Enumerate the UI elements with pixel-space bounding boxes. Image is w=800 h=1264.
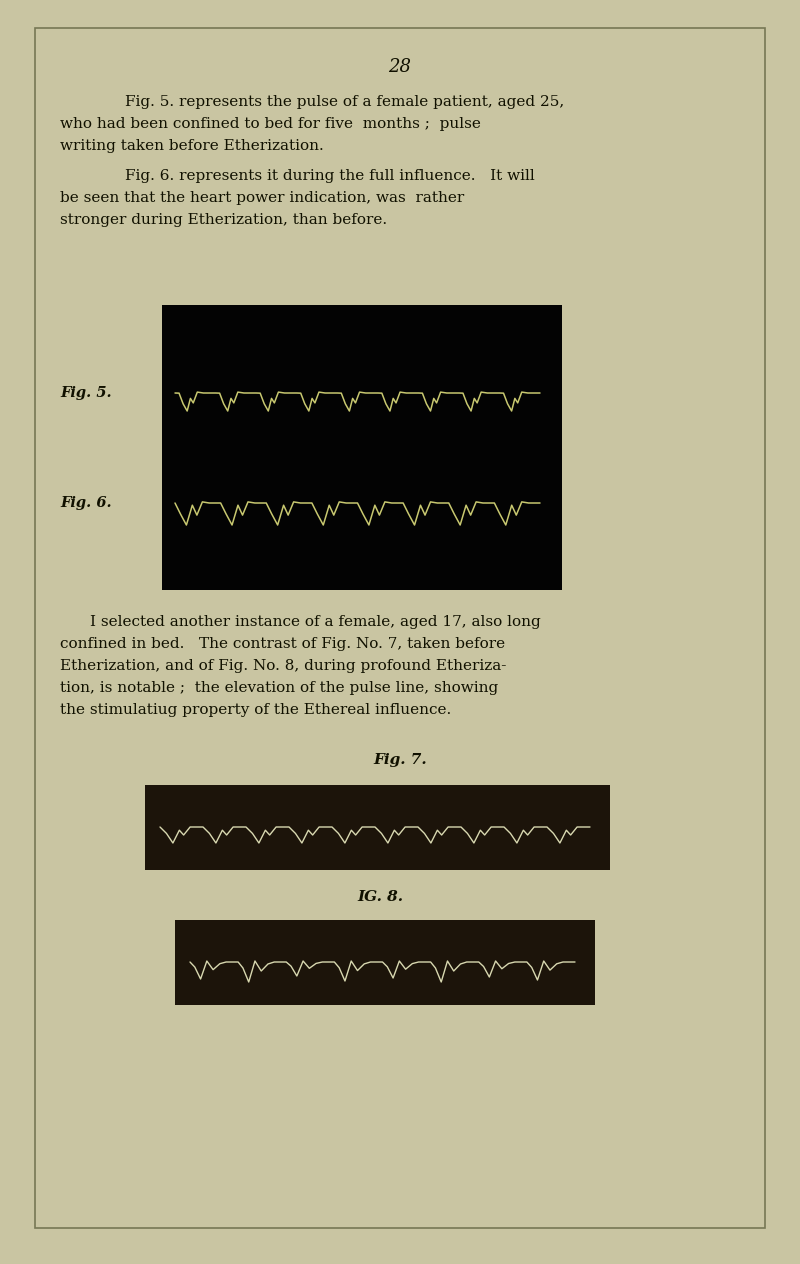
Bar bbox=[175, 920, 595, 1005]
Text: 28: 28 bbox=[389, 58, 411, 76]
Bar bbox=[162, 305, 562, 590]
Text: tion, is notable ;  the elevation of the pulse line, showing: tion, is notable ; the elevation of the … bbox=[60, 681, 498, 695]
Text: Fig. 5.: Fig. 5. bbox=[60, 386, 112, 399]
Text: be seen that the heart power indication, was  rather: be seen that the heart power indication,… bbox=[60, 191, 464, 205]
Text: Fig. 6.: Fig. 6. bbox=[60, 495, 112, 509]
Text: who had been confined to bed for five  months ;  pulse: who had been confined to bed for five mo… bbox=[60, 118, 481, 131]
Text: Fig. 7.: Fig. 7. bbox=[373, 753, 427, 767]
Bar bbox=[145, 785, 610, 870]
Text: writing taken before Etherization.: writing taken before Etherization. bbox=[60, 139, 324, 153]
Text: confined in bed.   The contrast of Fig. No. 7, taken before: confined in bed. The contrast of Fig. No… bbox=[60, 637, 505, 651]
Text: Etherization, and of Fig. No. 8, during profound Etheriza-: Etherization, and of Fig. No. 8, during … bbox=[60, 659, 506, 672]
Text: stronger during Etherization, than before.: stronger during Etherization, than befor… bbox=[60, 214, 387, 228]
Text: I selected another instance of a female, aged 17, also long: I selected another instance of a female,… bbox=[90, 616, 541, 629]
Text: the stimulatiug property of the Ethereal influence.: the stimulatiug property of the Ethereal… bbox=[60, 703, 451, 717]
Text: Fig. 6. represents it during the full influence.   It will: Fig. 6. represents it during the full in… bbox=[125, 169, 534, 183]
Text: Fig. 5. represents the pulse of a female patient, aged 25,: Fig. 5. represents the pulse of a female… bbox=[125, 95, 564, 109]
Text: IG. 8.: IG. 8. bbox=[357, 890, 403, 904]
